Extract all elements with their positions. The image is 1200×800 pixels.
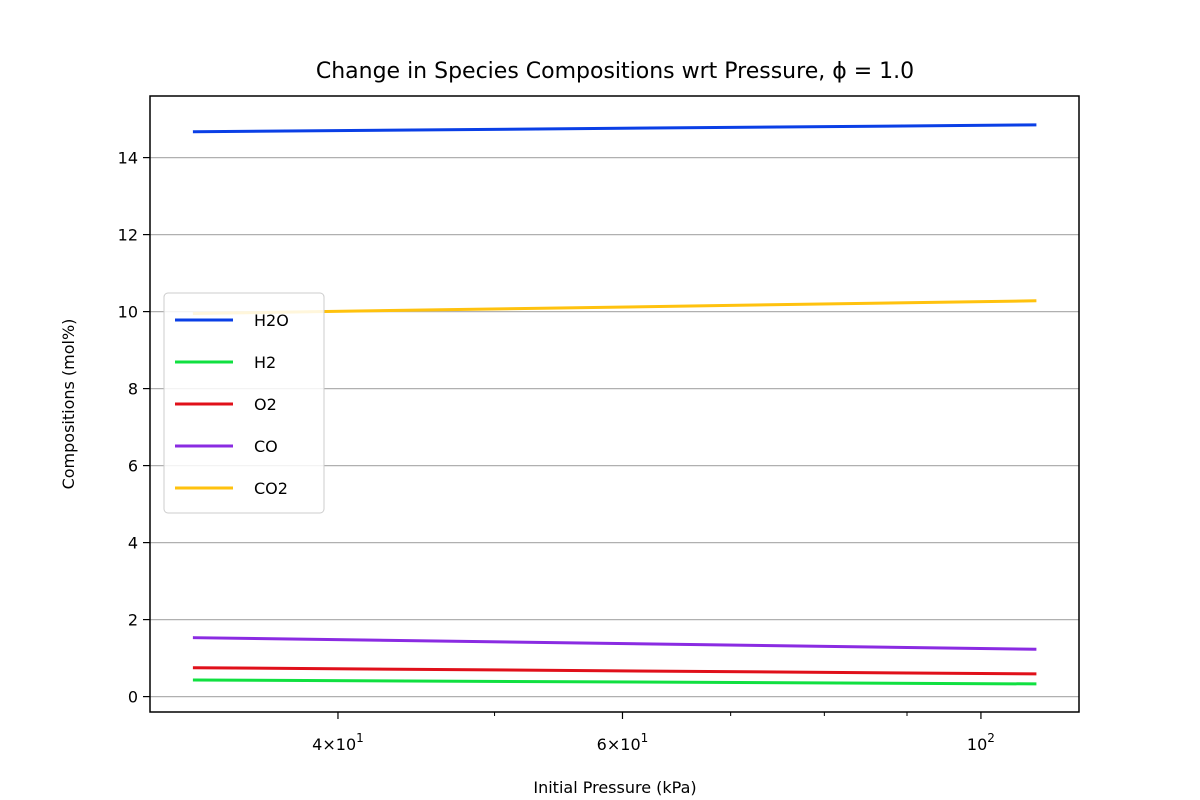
- series-line-co2: [192, 299, 1037, 316]
- x-tick-label: 102: [967, 731, 995, 754]
- legend-box: [163, 292, 325, 514]
- y-axis-label: Compositions (mol%): [59, 319, 78, 490]
- series-layer: [192, 123, 1037, 686]
- y-tick-label: 0: [128, 688, 138, 707]
- y-axis: 0 2 4 6 8 10 12 14: [118, 149, 150, 707]
- x-tick-label: 4×101: [312, 731, 364, 754]
- legend-label: H2: [254, 353, 276, 372]
- series-line-co: [192, 636, 1037, 651]
- legend-label: O2: [254, 395, 277, 414]
- chart-title: Change in Species Compositions wrt Press…: [316, 59, 914, 84]
- legend-label: CO: [254, 437, 278, 456]
- x-axis-label: Initial Pressure (kPa): [533, 778, 696, 797]
- y-tick-label: 12: [118, 226, 138, 245]
- series-line-h2: [192, 678, 1037, 686]
- series-line-h2o: [192, 123, 1037, 134]
- y-tick-label: 8: [128, 380, 138, 399]
- x-axis: 4×101 6×101 102: [312, 712, 995, 754]
- y-tick-label: 4: [128, 534, 138, 553]
- legend-label: H2O: [254, 311, 289, 330]
- y-tick-label: 14: [118, 149, 138, 168]
- plot-frame: [149, 95, 1080, 713]
- series-line-o2: [192, 666, 1037, 676]
- x-tick-label: 6×101: [597, 731, 649, 754]
- legend-label: CO2: [254, 479, 288, 498]
- y-tick-label: 10: [118, 303, 138, 322]
- legend: H2O H2 O2 CO CO2: [163, 292, 325, 514]
- y-tick-label: 2: [128, 611, 138, 630]
- y-tick-label: 6: [128, 457, 138, 476]
